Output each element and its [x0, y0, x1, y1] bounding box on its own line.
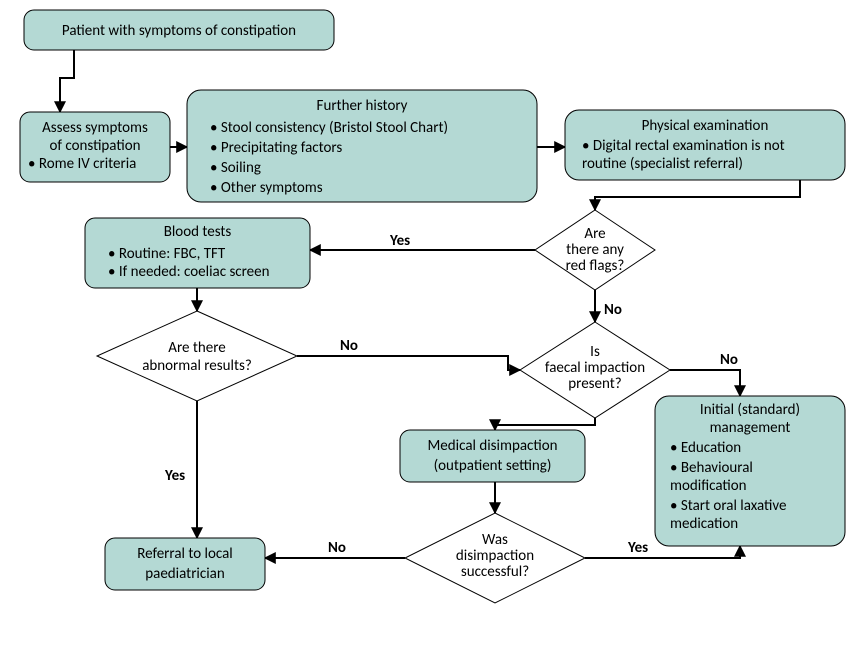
- node-n5-line1: • If needed: coeliac screen: [108, 263, 270, 281]
- node-d2-line1: abnormal results?: [142, 357, 252, 375]
- node-n3-line0: • Stool consistency (Bristol Stool Chart…: [210, 119, 448, 137]
- node-n1: Patient with symptoms of constipation: [24, 10, 334, 50]
- node-d4-line2: successful?: [461, 563, 529, 581]
- node-n5-line0: • Routine: FBC, TFT: [108, 245, 226, 263]
- node-n7-line2: modification: [670, 477, 747, 495]
- node-n1-line0: Patient with symptoms of constipation: [62, 22, 296, 40]
- edge-label-e6: No: [604, 301, 622, 319]
- node-n7-line1: • Behavioural: [670, 459, 753, 477]
- node-n2-line2: • Rome IV criteria: [28, 155, 136, 173]
- edge-label-e5: Yes: [389, 232, 410, 250]
- node-n4-line1: routine (specialist referral): [582, 155, 743, 173]
- node-n3-line3: • Other symptoms: [210, 179, 323, 197]
- node-d3-line2: present?: [568, 375, 621, 393]
- node-n7-line4: medication: [670, 515, 738, 533]
- edge-label-e8: No: [340, 337, 358, 355]
- node-n7-title: Initial (standard): [700, 401, 800, 419]
- node-n4-title: Physical examination: [642, 117, 769, 135]
- node-n5: Blood tests • Routine: FBC, TFT• If neede…: [85, 218, 310, 288]
- node-n3: Further history • Stool consistency (Bris…: [187, 90, 537, 202]
- node-n8-line1: paediatrician: [145, 565, 224, 583]
- edge-label-e13: Yes: [627, 539, 648, 557]
- node-n2-line1: of constipation: [49, 137, 140, 155]
- node-n5-title: Blood tests: [164, 223, 232, 241]
- node-n6-line0: Medical disimpaction: [427, 437, 557, 455]
- node-n3-title: Further history: [317, 97, 408, 115]
- node-n2-line0: Assess symptoms: [42, 119, 148, 137]
- node-n4-line0: • Digital rectal examination is not: [582, 137, 785, 155]
- node-n7-line0: • Education: [670, 439, 741, 457]
- node-n7-line3: • Start oral laxative: [670, 497, 786, 515]
- node-n7: Initial (standard)management • Education •…: [655, 396, 845, 546]
- node-n8: Referral to local paediatrician: [105, 538, 265, 590]
- node-d1-line2: red flags?: [566, 257, 625, 275]
- edge-label-e14: No: [328, 539, 346, 557]
- node-n8-line0: Referral to local: [137, 545, 232, 563]
- edge-label-e10: No: [720, 351, 738, 369]
- node-n6: Medical disimpaction (outpatient setting): [400, 430, 585, 482]
- node-n3-line2: • Soiling: [210, 159, 261, 177]
- node-d2-line0: Are there: [168, 339, 225, 357]
- node-n4: Physical examination • Digital rectal exa…: [565, 110, 845, 180]
- edge-label-e9: Yes: [164, 467, 185, 485]
- node-n6-line1: (outpatient setting): [434, 457, 552, 475]
- node-n7-title2: management: [710, 419, 791, 437]
- node-n3-line1: • Precipitating factors: [210, 139, 342, 157]
- node-n2: Assess symptomsof constipation• Rome IV …: [20, 112, 170, 182]
